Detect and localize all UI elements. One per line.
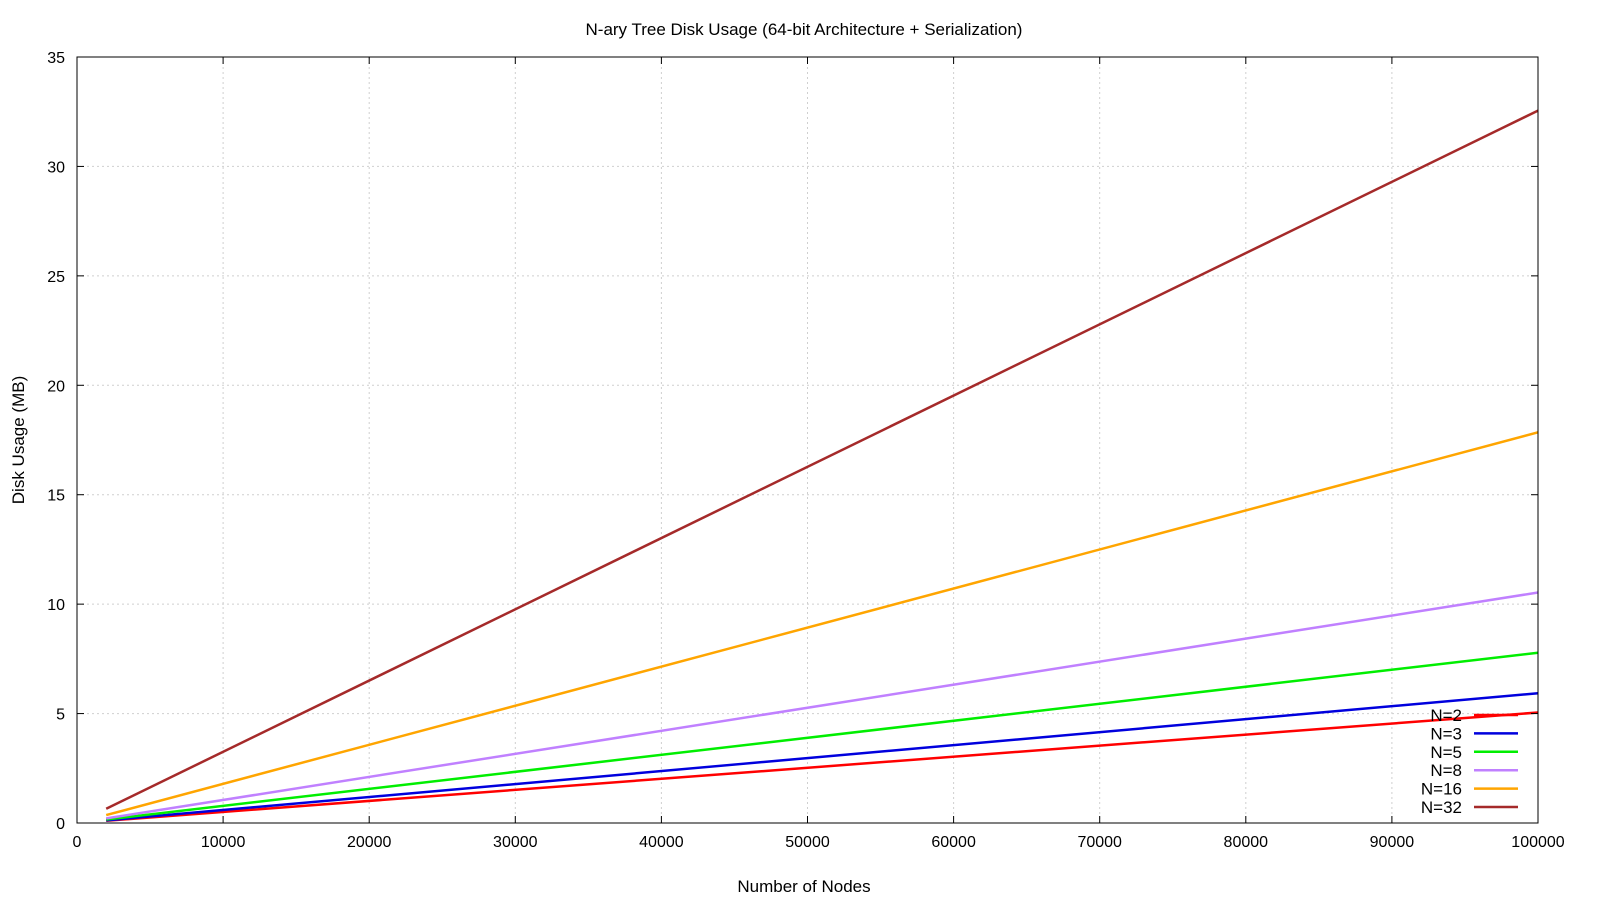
x-tick-label: 60000 (931, 834, 976, 851)
x-tick-label: 0 (73, 834, 82, 851)
series-line-n16 (105, 431, 1539, 817)
legend-label: N=2 (1430, 706, 1462, 725)
x-tick-label: 70000 (1077, 834, 1122, 851)
series-line-n5 (106, 651, 1539, 821)
y-tick-label: 35 (47, 50, 65, 67)
x-tick-label: 20000 (347, 834, 392, 851)
chart-title: N-ary Tree Disk Usage (64-bit Architectu… (586, 20, 1023, 39)
y-tick-label: 20 (47, 378, 65, 395)
y-axis-title: Disk Usage (MB) (9, 376, 28, 504)
series-line-n3 (106, 691, 1539, 822)
legend: N=2N=3N=5N=8N=16N=32 (1421, 706, 1518, 817)
x-tick-label: 90000 (1370, 834, 1415, 851)
y-tick-label: 15 (47, 488, 65, 505)
legend-label: N=8 (1430, 761, 1462, 780)
x-tick-label: 100000 (1511, 834, 1564, 851)
y-tick-label: 5 (56, 707, 65, 724)
legend-label: N=3 (1430, 724, 1462, 743)
y-tick-label: 0 (56, 816, 65, 833)
series-line-n2 (106, 711, 1539, 823)
y-tick-label: 10 (47, 597, 65, 614)
grid-lines (77, 57, 1538, 823)
legend-label: N=16 (1421, 780, 1462, 799)
series-line-n32 (105, 109, 1539, 810)
x-tick-label: 50000 (785, 834, 830, 851)
axis-ticks: 0 10000 20000 30000 40000 50000 60000 70000 8000… (47, 50, 1565, 851)
legend-label: N=32 (1421, 798, 1462, 817)
series-lines (105, 109, 1539, 823)
x-tick-label: 80000 (1224, 834, 1269, 851)
x-tick-label: 10000 (201, 834, 246, 851)
x-tick-label: 40000 (639, 834, 684, 851)
y-tick-label: 25 (47, 269, 65, 286)
legend-label: N=5 (1430, 743, 1462, 762)
x-tick-label: 30000 (493, 834, 538, 851)
series-line-n8 (106, 591, 1539, 820)
y-tick-label: 30 (47, 159, 65, 176)
x-axis-title: Number of Nodes (737, 877, 870, 896)
